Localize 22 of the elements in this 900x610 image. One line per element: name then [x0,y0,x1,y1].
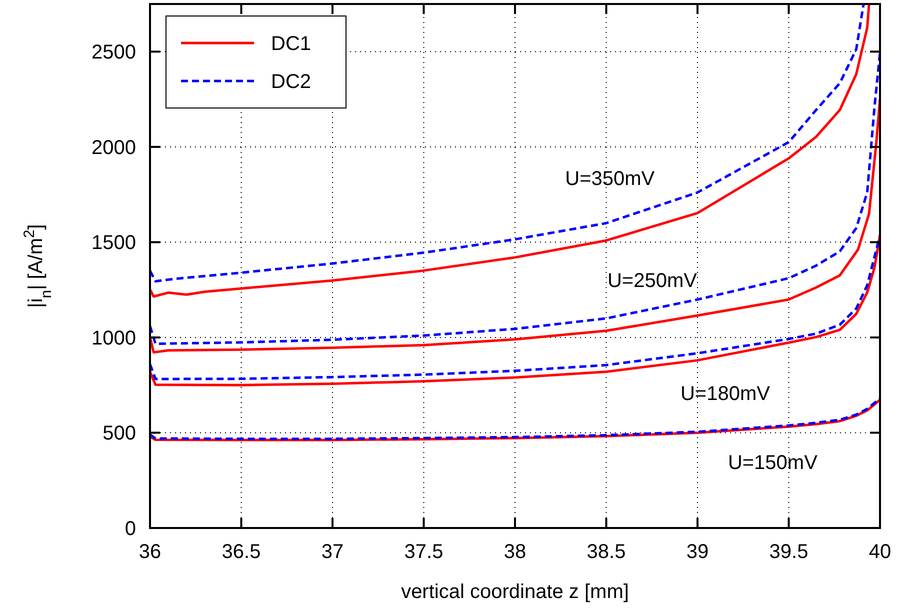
x-tick-label: 38.5 [586,541,626,563]
annotation: U=250mV [607,270,698,292]
x-tick-label: 40 [868,541,892,563]
y-tick-label: 1500 [92,232,136,254]
y-tick-label: 2000 [92,136,136,159]
y-tick-label: 500 [102,422,136,445]
legend-label: DC2 [271,71,312,93]
x-tick-label: 37 [321,541,344,563]
legend-label: DC1 [271,33,312,55]
annotation: U=350mV [565,168,656,190]
x-tick-label: 36.5 [222,541,261,563]
annotation: U=150mV [728,452,818,474]
annotation: U=180mV [680,382,771,405]
x-tick-label: 39 [686,541,709,563]
y-tick-label: 0 [124,518,136,540]
x-axis-title: vertical coordinate z [mm] [401,581,629,603]
y-tick-label: 1000 [92,327,136,350]
y-tick-label: 2500 [92,42,136,64]
x-tick-label: 36 [138,541,162,563]
x-tick-label: 39.5 [769,541,808,563]
x-tick-label: 38 [504,541,526,563]
x-tick-label: 37.5 [404,541,444,563]
